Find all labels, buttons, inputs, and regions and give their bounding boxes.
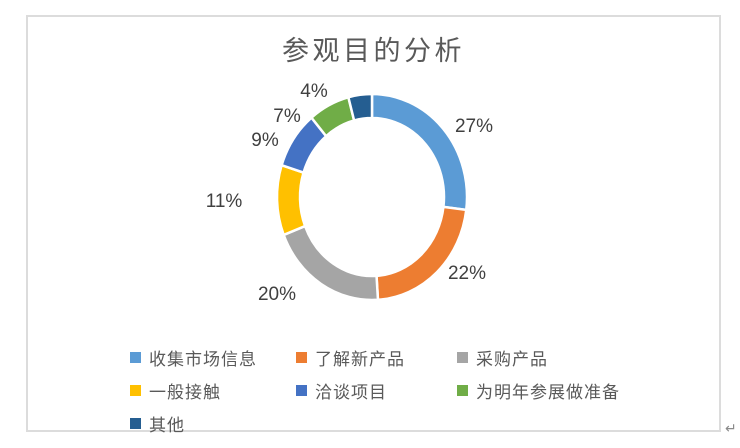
legend-swatch [296,352,307,363]
donut-slice[interactable] [375,205,468,302]
legend-item[interactable]: 其他 [130,411,185,436]
donut-slice[interactable] [346,92,374,123]
data-label: 20% [257,284,297,305]
legend-label: 洽谈项目 [315,383,387,402]
data-label: 7% [273,106,301,127]
data-label: 4% [300,81,328,102]
legend-item[interactable]: 收集市场信息 [130,345,257,370]
data-label: 22% [447,263,487,284]
donut-slice[interactable] [282,224,380,302]
paragraph-return-mark: ↵ [725,420,737,436]
legend-label: 了解新产品 [315,350,405,369]
legend-swatch [130,352,141,363]
legend-item[interactable]: 洽谈项目 [296,378,387,403]
legend-item[interactable]: 为明年参展做准备 [457,378,620,403]
data-label: 9% [251,130,279,151]
chart-title: 参观目的分析 [282,36,465,66]
donut-slice[interactable] [370,92,469,212]
legend-swatch [457,385,468,396]
legend-label: 一般接触 [149,383,221,402]
legend-swatch [457,352,468,363]
legend-label: 为明年参展做准备 [476,383,620,402]
legend-swatch [130,385,141,396]
legend-label: 采购产品 [476,350,548,369]
donut-chart[interactable] [28,17,723,434]
legend-item[interactable]: 采购产品 [457,345,548,370]
data-label: 11% [205,191,243,212]
legend-item[interactable]: 一般接触 [130,378,221,403]
legend-item[interactable]: 了解新产品 [296,345,405,370]
data-label: 27% [454,116,494,137]
legend-swatch [296,385,307,396]
legend-label: 其他 [149,416,185,435]
legend-label: 收集市场信息 [149,350,257,369]
legend-swatch [130,418,141,429]
chart-frame[interactable]: 参观目的分析 27% 22% 20% 11% 9% 7% 4% 收集市场信息 了解新产品 采购产… [26,15,723,435]
donut-slice[interactable] [275,163,307,237]
